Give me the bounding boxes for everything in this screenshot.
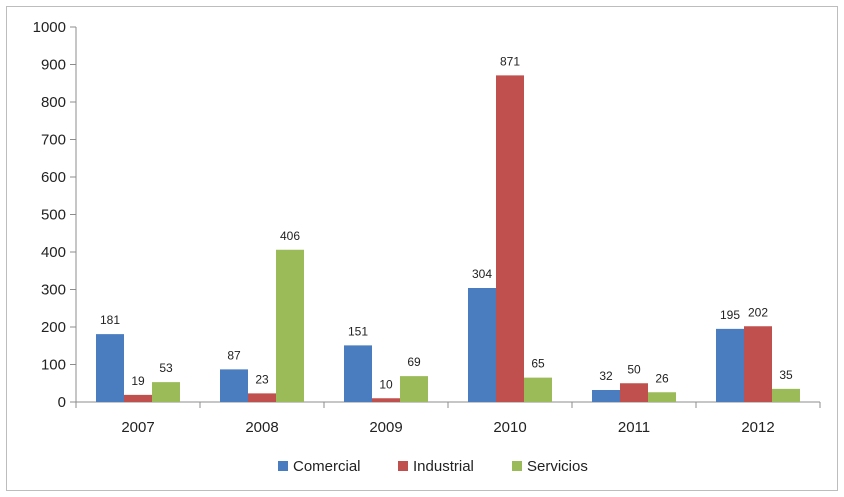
data-label: 53 [159,361,173,375]
bar-comercial [468,288,496,402]
bar-industrial [620,383,648,402]
y-tick-label: 100 [41,357,66,374]
data-label: 26 [655,371,669,385]
bar-industrial [496,75,524,402]
data-label: 10 [379,377,393,391]
bar-comercial [96,334,124,402]
bar-servicios [524,377,552,402]
bar-industrial [372,398,400,402]
y-tick-label: 1000 [33,19,66,36]
bars [96,75,800,402]
chart-frame [6,6,838,491]
data-label: 151 [348,324,368,338]
data-label: 19 [131,374,145,388]
data-label: 23 [255,372,269,386]
bar-servicios [648,392,676,402]
y-tick-label: 900 [41,57,66,74]
legend-label-comercial: Comercial [293,458,361,475]
x-axis: 2007 2008 2009 2010 2011 2012 [75,401,821,436]
legend-swatch-comercial [278,461,288,471]
legend-swatch-servicios [512,461,522,471]
bar-servicios [152,382,180,402]
data-label: 69 [407,355,421,369]
data-label: 195 [720,308,740,322]
y-tick-label: 600 [41,169,66,186]
bar-servicios [276,249,304,402]
x-tick-label: 2008 [245,419,278,436]
bar-comercial [592,390,620,402]
data-label: 406 [280,229,300,243]
data-label: 50 [627,362,641,376]
bar-industrial [248,393,276,402]
y-tick-label: 200 [41,319,66,336]
legend: Comercial Industrial Servicios [278,458,588,475]
data-label: 87 [227,348,241,362]
y-tick-label: 500 [41,207,66,224]
x-tick-label: 2012 [741,419,774,436]
y-tick-label: 0 [58,394,66,411]
y-tick-label: 800 [41,94,66,111]
x-tick-label: 2007 [121,419,154,436]
bar-servicios [772,388,800,402]
bar-industrial [124,394,152,402]
legend-swatch-industrial [398,461,408,471]
legend-label-servicios: Servicios [527,458,588,475]
data-label: 65 [531,357,545,371]
data-label: 32 [599,369,613,383]
bar-comercial [220,369,248,402]
data-label: 181 [100,313,120,327]
x-tick-label: 2010 [493,419,526,436]
bar-industrial [744,326,772,402]
data-label: 871 [500,54,520,68]
x-tick-label: 2009 [369,419,402,436]
bar-comercial [716,328,744,402]
data-label: 35 [779,368,793,382]
data-label: 304 [472,267,492,281]
bar-servicios [400,376,428,402]
x-tick-label: 2011 [618,419,650,436]
data-labels: 181 87 151 304 32 195 19 23 10 871 50 202 53 406 69 65 2… [100,54,793,391]
y-tick-label: 700 [41,132,66,149]
bar-comercial [344,345,372,402]
y-tick-label: 400 [41,244,66,261]
y-axis: 0 100 200 300 400 500 600 700 800 900 1000 [33,19,77,411]
data-label: 202 [748,305,768,319]
legend-label-industrial: Industrial [413,458,474,475]
y-tick-label: 300 [41,282,66,299]
